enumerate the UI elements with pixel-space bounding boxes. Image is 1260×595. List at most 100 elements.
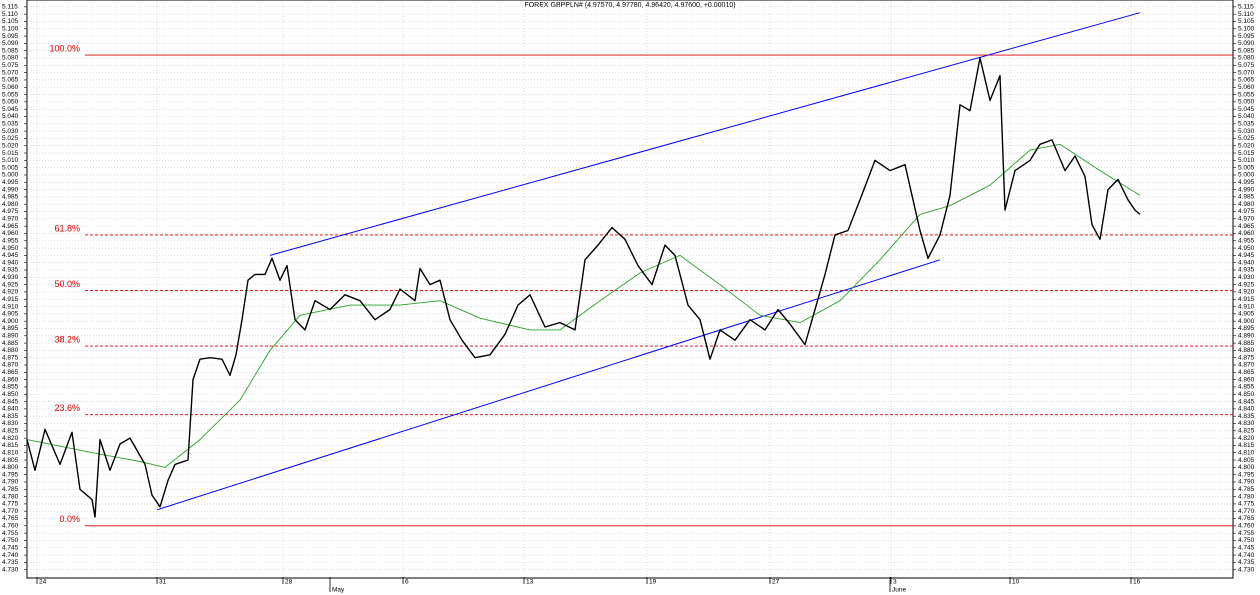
y-tick-label: 4.960: [1238, 230, 1255, 237]
y-tick-label: 4.820: [2, 435, 19, 442]
y-tick-label: 5.095: [1238, 33, 1255, 40]
y-tick-label: 4.980: [1238, 201, 1255, 208]
y-tick-label: 4.915: [1238, 296, 1255, 303]
y-tick-label: 4.850: [2, 391, 19, 398]
y-tick-label: 4.790: [2, 479, 19, 486]
channel-line: [156, 259, 941, 511]
plot-frame: [26, 0, 1234, 579]
y-tick-label: 4.825: [1238, 428, 1255, 435]
y-tick-label: 4.785: [1238, 486, 1255, 493]
y-tick-label: 4.805: [1238, 457, 1255, 464]
y-tick-label: 4.865: [1238, 369, 1255, 376]
y-tick-label: 4.770: [1238, 508, 1255, 515]
y-tick-label: 4.895: [2, 325, 19, 332]
y-tick-label: 5.035: [2, 121, 19, 128]
y-tick-label: 5.040: [1238, 113, 1255, 120]
y-tick-label: 4.745: [2, 544, 19, 551]
y-tick-label: 5.010: [1238, 157, 1255, 164]
y-tick-label: 5.100: [2, 25, 19, 32]
y-tick-label: 4.830: [1238, 420, 1255, 427]
y-tick-label: 4.920: [1238, 289, 1255, 296]
y-tick-label: 4.775: [2, 501, 19, 508]
y-tick-label: 4.915: [2, 296, 19, 303]
y-tick-label: 5.000: [2, 172, 19, 179]
y-tick-label: 4.905: [2, 311, 19, 318]
y-tick-label: 4.860: [2, 376, 19, 383]
x-tick-label: 27: [772, 579, 780, 586]
y-tick-label: 4.995: [1238, 179, 1255, 186]
y-tick-label: 4.740: [2, 552, 19, 559]
y-tick-label: 4.975: [1238, 208, 1255, 215]
y-tick-label: 5.070: [2, 69, 19, 76]
y-tick-label: 4.935: [1238, 267, 1255, 274]
y-tick-label: 5.050: [2, 99, 19, 106]
y-tick-label: 5.050: [1238, 99, 1255, 106]
y-tick-label: 4.800: [1238, 464, 1255, 471]
y-tick-label: 4.780: [1238, 493, 1255, 500]
y-tick-label: 4.830: [2, 420, 19, 427]
y-tick-label: 4.870: [1238, 362, 1255, 369]
y-tick-label: 5.105: [1238, 18, 1255, 25]
y-tick-label: 4.765: [1238, 515, 1255, 522]
y-tick-label: 4.860: [1238, 376, 1255, 383]
y-tick-label: 4.795: [2, 471, 19, 478]
x-tick-label: 6: [405, 579, 409, 586]
y-tick-label: 5.015: [1238, 150, 1255, 157]
y-tick-label: 5.090: [1238, 40, 1255, 47]
y-tick-label: 5.035: [1238, 121, 1255, 128]
y-tick-label: 4.750: [2, 537, 19, 544]
y-tick-label: 5.085: [2, 47, 19, 54]
y-tick-label: 4.990: [1238, 186, 1255, 193]
y-tick-label: 4.965: [1238, 223, 1255, 230]
fib-label: 23.6%: [54, 403, 80, 413]
y-tick-label: 5.005: [1238, 164, 1255, 171]
y-tick-label: 5.040: [2, 113, 19, 120]
y-tick-label: 4.940: [2, 259, 19, 266]
y-tick-label: 4.870: [2, 362, 19, 369]
y-tick-label: 5.075: [1238, 62, 1255, 69]
y-tick-label: 4.900: [2, 318, 19, 325]
y-tick-label: 4.770: [2, 508, 19, 515]
y-tick-label: 4.845: [2, 398, 19, 405]
y-tick-label: 5.090: [2, 40, 19, 47]
fib-label: 61.8%: [54, 223, 80, 233]
y-tick-label: 4.865: [2, 369, 19, 376]
y-tick-label: 4.995: [2, 179, 19, 186]
y-tick-label: 5.065: [1238, 77, 1255, 84]
y-tick-label: 4.875: [1238, 354, 1255, 361]
y-tick-label: 5.080: [2, 55, 19, 62]
y-tick-label: 4.835: [2, 413, 19, 420]
y-tick-label: 4.750: [1238, 537, 1255, 544]
y-tick-label: 4.775: [1238, 501, 1255, 508]
y-tick-label: 5.085: [1238, 47, 1255, 54]
y-tick-label: 4.985: [2, 194, 19, 201]
y-tick-label: 5.060: [1238, 84, 1255, 91]
x-tick-label: 31: [159, 579, 167, 586]
y-tick-label: 5.020: [1238, 142, 1255, 149]
x-tick-label: 28: [285, 579, 293, 586]
x-tick-label: 16: [1133, 579, 1141, 586]
y-tick-label: 4.975: [2, 208, 19, 215]
y-tick-label: 5.030: [2, 128, 19, 135]
y-tick-label: 4.740: [1238, 552, 1255, 559]
y-tick-label: 4.935: [2, 267, 19, 274]
y-tick-label: 4.800: [2, 464, 19, 471]
y-tick-label: 5.070: [1238, 69, 1255, 76]
y-tick-label: 5.045: [2, 106, 19, 113]
y-tick-label: 5.100: [1238, 25, 1255, 32]
x-tick-label: 13: [526, 579, 534, 586]
chart-title: FOREX GBPPLN# (4.97570, 4.97780, 4.96420…: [524, 2, 735, 9]
channel-line: [269, 12, 1141, 256]
y-tick-label: 4.885: [2, 340, 19, 347]
y-tick-label: 4.950: [2, 245, 19, 252]
y-tick-label: 4.990: [2, 186, 19, 193]
fib-label: 50.0%: [54, 279, 80, 289]
y-tick-label: 4.815: [2, 442, 19, 449]
fib-label: 38.2%: [54, 334, 80, 344]
y-tick-label: 4.735: [2, 559, 19, 566]
y-tick-label: 4.835: [1238, 413, 1255, 420]
y-tick-label: 4.845: [1238, 398, 1255, 405]
y-tick-label: 4.950: [1238, 245, 1255, 252]
y-tick-label: 4.885: [1238, 340, 1255, 347]
